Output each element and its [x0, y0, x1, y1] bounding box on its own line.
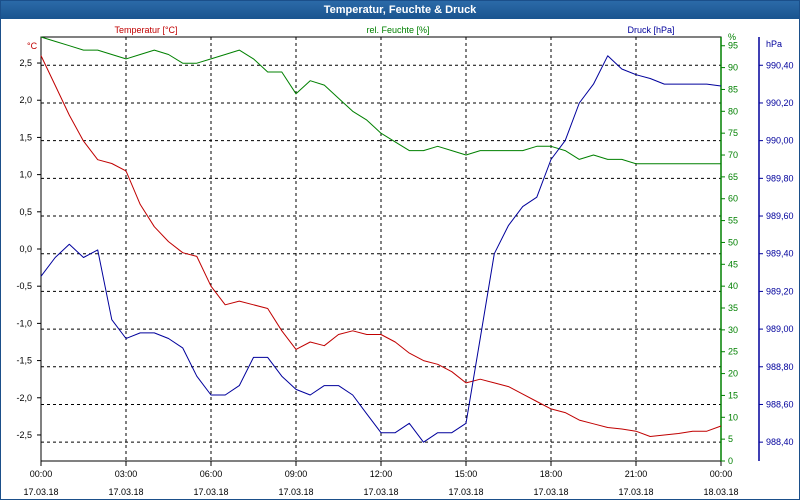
x-tick-label-date: 18.03.18 — [703, 487, 738, 497]
pressure-tick-label: 990,20 — [766, 98, 794, 108]
x-tick-label-time: 18:00 — [540, 469, 563, 479]
x-tick-label-time: 21:00 — [625, 469, 648, 479]
humidity-tick-label: 5 — [728, 434, 733, 444]
temperature-series-line — [40, 55, 722, 437]
humidity-axis-label: rel. Feuchte [%] — [366, 25, 429, 35]
x-tick-label-date: 17.03.18 — [533, 487, 568, 497]
humidity-tick-label: 0 — [728, 456, 733, 466]
pressure-unit: hPa — [766, 39, 782, 49]
humidity-tick-label: 10 — [728, 412, 738, 422]
pressure-tick-label: 989,60 — [766, 211, 794, 221]
x-tick-label-time: 03:00 — [115, 469, 138, 479]
temperature-unit: °C — [27, 41, 38, 51]
chart-svg: 00:00 17.03.18 03:00 17.03.18 06:00 17.03.18 0… — [16, 25, 793, 497]
pressure-tick-label: 988,60 — [766, 399, 794, 409]
humidity-tick-label: 90 — [728, 63, 738, 73]
temperature-tick-label: -1,0 — [16, 318, 32, 328]
x-tick-label-time: 00:00 — [710, 469, 733, 479]
pressure-axis-label: Druck [hPa] — [627, 25, 674, 35]
x-tick-label-date: 17.03.18 — [193, 487, 228, 497]
x-tick-label-date: 17.03.18 — [363, 487, 398, 497]
humidity-tick-label: 40 — [728, 281, 738, 291]
pressure-tick-label: 988,80 — [766, 362, 794, 372]
x-tick-label-date: 17.03.18 — [618, 487, 653, 497]
pressure-series-line — [40, 55, 722, 443]
temperature-tick-label: -2,5 — [16, 430, 32, 440]
temperature-tick-label: 0,5 — [19, 207, 32, 217]
humidity-tick-label: 80 — [728, 106, 738, 116]
temperature-tick-label: 0,0 — [19, 244, 32, 254]
pressure-tick-label: 989,00 — [766, 324, 794, 334]
pressure-tick-label: 989,40 — [766, 249, 794, 259]
x-tick-label-date: 17.03.18 — [108, 487, 143, 497]
humidity-series-line — [40, 36, 721, 165]
humidity-tick-label: 20 — [728, 369, 738, 379]
temperature-tick-label: 1,5 — [19, 132, 32, 142]
x-tick-label-time: 12:00 — [370, 469, 393, 479]
series — [40, 36, 722, 443]
x-tick-label-date: 17.03.18 — [448, 487, 483, 497]
temperature-tick-label: -2,0 — [16, 393, 32, 403]
axes: 00:00 17.03.18 03:00 17.03.18 06:00 17.03.18 0… — [16, 25, 793, 497]
temperature-tick-label: 2,0 — [19, 95, 32, 105]
humidity-tick-label: 95 — [728, 41, 738, 51]
temperature-axis-label: Temperatur [°C] — [114, 25, 177, 35]
pressure-tick-label: 989,80 — [766, 173, 794, 183]
pressure-tick-label: 989,20 — [766, 286, 794, 296]
x-tick-label-time: 15:00 — [455, 469, 478, 479]
temperature-tick-label: 2,5 — [19, 58, 32, 68]
humidity-tick-label: 55 — [728, 216, 738, 226]
x-tick-label-time: 06:00 — [200, 469, 223, 479]
humidity-unit: % — [728, 32, 736, 42]
pressure-tick-label: 990,00 — [766, 136, 794, 146]
humidity-tick-label: 70 — [728, 150, 738, 160]
pressure-tick-label: 988,40 — [766, 437, 794, 447]
pressure-tick-label: 990,40 — [766, 60, 794, 70]
humidity-tick-label: 65 — [728, 172, 738, 182]
window-title: Temperatur, Feuchte & Druck — [1, 1, 799, 19]
humidity-tick-label: 35 — [728, 303, 738, 313]
humidity-tick-label: 60 — [728, 194, 738, 204]
humidity-tick-label: 25 — [728, 347, 738, 357]
temperature-tick-label: -0,5 — [16, 281, 32, 291]
humidity-tick-label: 45 — [728, 259, 738, 269]
temperature-tick-label: 1,0 — [19, 170, 32, 180]
temperature-tick-label: -1,5 — [16, 356, 32, 366]
x-tick-label-date: 17.03.18 — [278, 487, 313, 497]
x-tick-label-time: 00:00 — [30, 469, 53, 479]
x-tick-label-date: 17.03.18 — [23, 487, 58, 497]
humidity-tick-label: 85 — [728, 84, 738, 94]
x-tick-label-time: 09:00 — [285, 469, 308, 479]
humidity-tick-label: 15 — [728, 390, 738, 400]
grid — [40, 36, 722, 462]
humidity-tick-label: 30 — [728, 325, 738, 335]
humidity-tick-label: 75 — [728, 128, 738, 138]
humidity-tick-label: 50 — [728, 237, 738, 247]
